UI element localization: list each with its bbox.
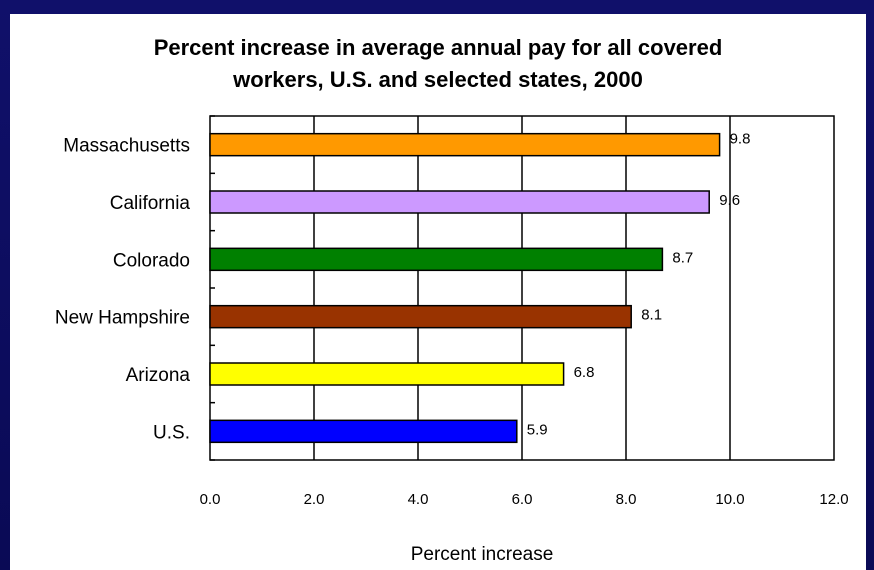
category-label: Massachusetts	[63, 136, 190, 157]
chart-panel: Percent increase in average annual pay f…	[10, 14, 866, 570]
category-label: Arizona	[126, 365, 191, 386]
bar	[209, 419, 518, 444]
x-tick-label: 10.0	[715, 491, 744, 508]
data-label: 9.8	[730, 131, 751, 148]
bar	[209, 132, 721, 157]
x-tick-label: 8.0	[616, 491, 637, 508]
data-label: 9.6	[719, 192, 740, 209]
data-label: 5.9	[527, 421, 548, 438]
x-tick-label: 0.0	[200, 491, 221, 508]
data-label: 8.1	[641, 307, 662, 324]
x-tick-label: 4.0	[408, 491, 429, 508]
bar	[209, 362, 565, 386]
bar	[209, 304, 632, 329]
category-label: U.S.	[153, 422, 190, 443]
bar	[209, 247, 664, 272]
x-tick-label: 12.0	[819, 491, 848, 508]
category-label: California	[110, 193, 191, 214]
chart-title-line-1: Percent increase in average annual pay f…	[153, 35, 723, 60]
bar	[209, 190, 710, 214]
chart-title-line-2: workers, U.S. and selected states, 2000	[233, 67, 643, 92]
x-axis-title: Percent increase	[411, 544, 554, 565]
x-tick-label: 6.0	[512, 491, 533, 508]
category-label: New Hampshire	[55, 308, 190, 329]
data-label: 6.8	[574, 364, 595, 381]
data-label: 8.7	[672, 249, 693, 266]
category-label: Colorado	[113, 250, 190, 271]
chart-title: Percent increase in average annual pay f…	[10, 32, 866, 96]
bar-chart: 0.0 2.0 4.0 6.0 8.0 10.0 12.0 Massachusetts 9.8 C…	[55, 115, 849, 565]
x-tick-label: 2.0	[304, 491, 325, 508]
